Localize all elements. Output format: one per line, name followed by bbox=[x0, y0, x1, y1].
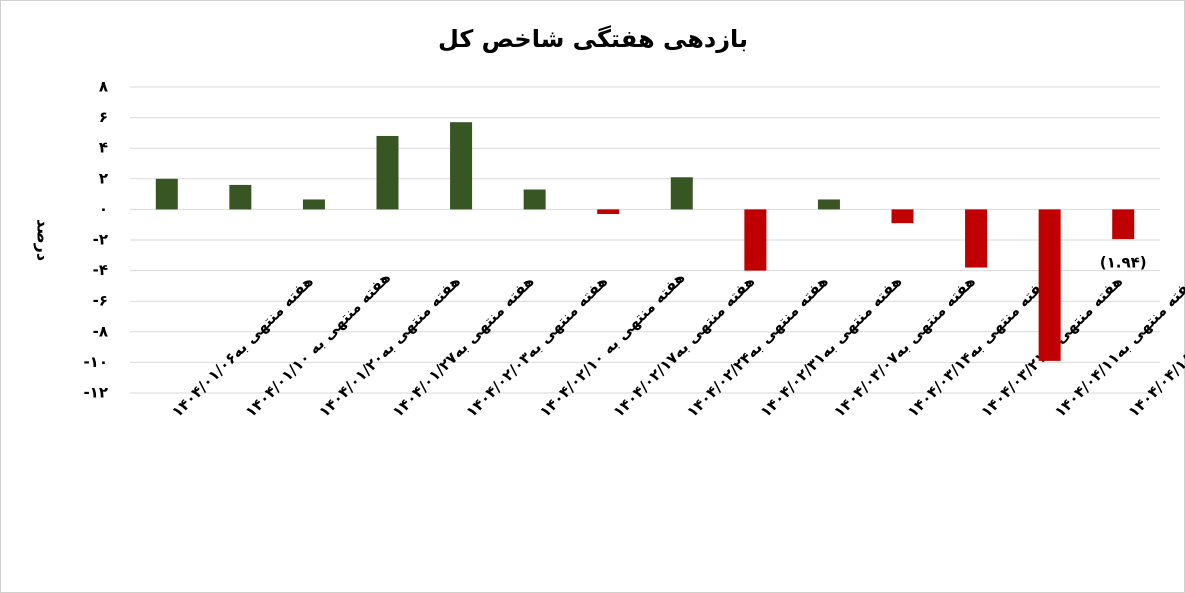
bar bbox=[302, 199, 325, 210]
y-tick-label: -۸ bbox=[93, 322, 108, 340]
y-tick-label: -۴ bbox=[93, 261, 108, 279]
bar bbox=[597, 209, 620, 214]
bar bbox=[891, 209, 914, 224]
y-tick-label: ۸ bbox=[99, 78, 108, 96]
bar bbox=[523, 189, 546, 210]
bar bbox=[965, 209, 988, 268]
chart-title: بازدهی هفتگی شاخص کل bbox=[438, 25, 748, 53]
bar bbox=[670, 177, 693, 210]
y-tick-label: ۶ bbox=[99, 108, 108, 126]
bar bbox=[1112, 209, 1135, 240]
bar bbox=[229, 184, 252, 210]
y-tick-label: -۱۲ bbox=[83, 384, 108, 402]
value-label: (۱.۹۴) bbox=[1100, 254, 1147, 272]
bar bbox=[817, 199, 840, 210]
y-axis-label: درصد bbox=[34, 219, 53, 261]
bar bbox=[155, 178, 178, 210]
y-tick-label: ۴ bbox=[99, 139, 108, 157]
bar bbox=[450, 122, 473, 210]
bar bbox=[744, 209, 767, 271]
bar bbox=[376, 135, 399, 210]
y-tick-label: -۲ bbox=[93, 231, 108, 249]
y-tick-label: ۰ bbox=[99, 200, 108, 218]
y-tick-label: -۶ bbox=[93, 292, 108, 310]
y-tick-label: ۲ bbox=[99, 169, 108, 187]
y-tick-label: -۱۰ bbox=[83, 353, 108, 371]
bar bbox=[1038, 209, 1061, 361]
